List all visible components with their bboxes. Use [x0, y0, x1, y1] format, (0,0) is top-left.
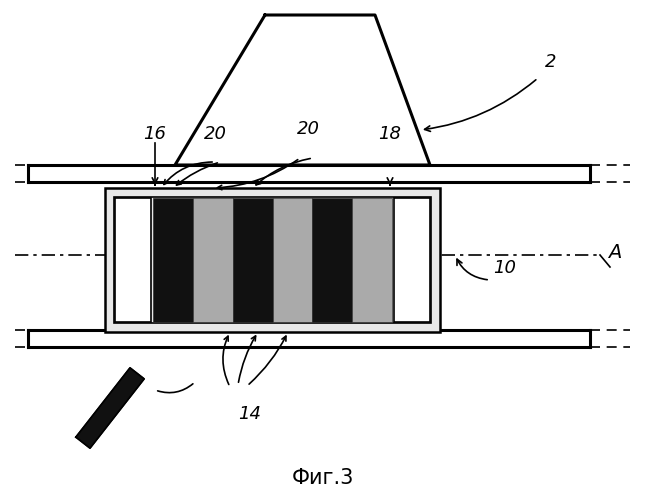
- Bar: [114, 197, 431, 323]
- Bar: [233, 198, 273, 322]
- Bar: [394, 198, 430, 322]
- FancyArrowPatch shape: [176, 163, 217, 185]
- Text: 2: 2: [545, 53, 556, 71]
- Bar: [193, 198, 233, 322]
- Text: Фиг.3: Фиг.3: [292, 468, 354, 488]
- FancyArrowPatch shape: [164, 162, 213, 184]
- Text: 18: 18: [379, 125, 402, 143]
- Polygon shape: [76, 368, 144, 448]
- Text: A: A: [608, 244, 621, 262]
- Bar: [115, 198, 151, 322]
- Bar: [105, 188, 440, 332]
- Bar: [352, 198, 392, 322]
- FancyArrowPatch shape: [256, 158, 310, 185]
- Text: 20: 20: [297, 120, 320, 138]
- FancyArrowPatch shape: [223, 336, 229, 384]
- Text: 10: 10: [493, 259, 516, 277]
- Text: 20: 20: [203, 125, 227, 143]
- FancyArrowPatch shape: [238, 336, 256, 382]
- Bar: [153, 198, 193, 322]
- FancyArrowPatch shape: [218, 160, 298, 190]
- Text: 14: 14: [238, 405, 261, 423]
- Text: 16: 16: [143, 125, 167, 143]
- Polygon shape: [175, 15, 430, 165]
- Bar: [312, 198, 352, 322]
- Bar: [273, 198, 312, 322]
- FancyArrowPatch shape: [249, 336, 286, 384]
